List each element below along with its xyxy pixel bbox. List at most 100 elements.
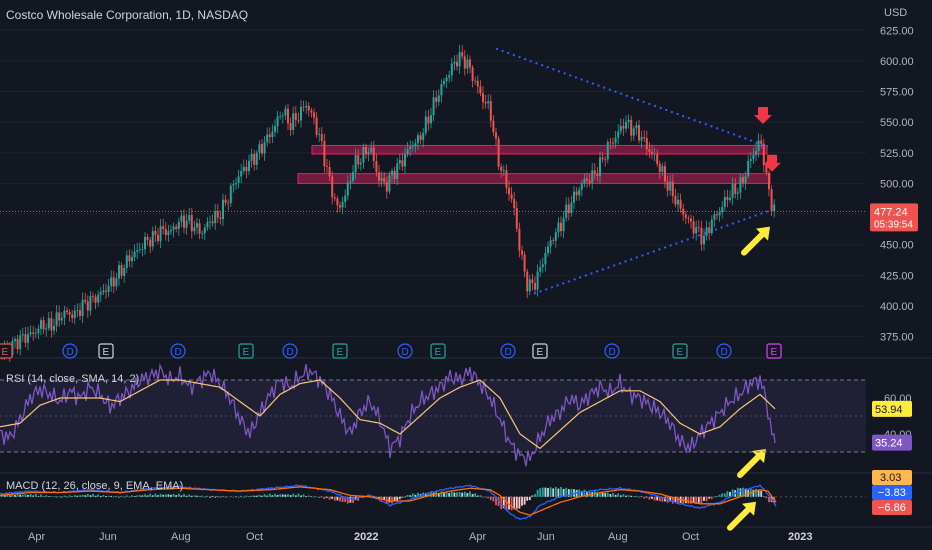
candle-body	[209, 221, 211, 223]
macd-hist-bar	[518, 496, 521, 509]
candle-body	[526, 271, 529, 292]
candle-body	[596, 173, 599, 177]
candle-body	[489, 101, 492, 121]
candle-body	[565, 204, 568, 219]
macd-hist-bar	[128, 496, 131, 498]
candle-body	[45, 328, 48, 330]
macd-hist-bar	[476, 495, 479, 497]
macd-hist-bar	[768, 496, 770, 503]
candle-body	[261, 144, 263, 154]
candle-body	[42, 320, 45, 330]
candle-body	[513, 198, 516, 209]
macd-hist-bar	[157, 495, 159, 497]
candle-body	[612, 143, 614, 144]
macd-hist-bar	[502, 496, 505, 509]
macd-hist-bar	[471, 493, 474, 497]
macd-hist-bar	[258, 494, 261, 497]
candle-body	[440, 84, 443, 96]
macd-hist-bar	[89, 495, 92, 497]
candle-body	[723, 197, 726, 207]
macd-hist-bar	[713, 496, 716, 498]
down-arrow-annotation	[763, 154, 781, 172]
macd-hist-bar	[250, 495, 253, 497]
macd-hist-bar	[723, 493, 726, 497]
macd-hist-bar	[253, 495, 256, 497]
macd-hist-bar	[185, 495, 188, 497]
candle-body	[713, 214, 716, 220]
candle-body	[346, 182, 349, 196]
macd-hist-bar	[656, 496, 659, 501]
candle-body	[528, 279, 531, 292]
candle-body	[320, 134, 323, 141]
candle-body	[500, 166, 503, 171]
macd-hist-bar	[63, 495, 66, 497]
candle-body	[281, 115, 284, 117]
candle-body	[658, 163, 661, 172]
candle-body	[627, 119, 630, 122]
macd-hist-bar	[53, 496, 55, 497]
macd-hist-bar	[437, 493, 440, 497]
macd-hist-bar	[105, 496, 107, 497]
candle-body	[365, 146, 367, 155]
macd-hist-bar	[107, 495, 110, 497]
time-axis-label: Apr	[28, 531, 45, 543]
earnings-marker	[430, 343, 446, 359]
macd-hist-bar	[424, 492, 427, 497]
macd-hist-bar	[227, 496, 230, 498]
candle-body	[523, 254, 526, 272]
candle-body	[131, 257, 133, 262]
candle-body	[68, 312, 71, 315]
candle-body	[619, 125, 622, 132]
candle-body	[359, 162, 362, 165]
candle-body	[703, 235, 705, 245]
macd-hist-bar	[552, 488, 555, 497]
macd-hist-bar	[154, 493, 157, 497]
macd-hist-bar	[73, 495, 76, 497]
earnings-marker-label: E	[677, 347, 684, 358]
macd-hist-bar	[318, 496, 321, 498]
macd-hist-bar	[375, 496, 378, 498]
candle-body	[203, 227, 206, 234]
candle-body	[497, 138, 500, 167]
earnings-marker	[766, 343, 782, 359]
candle-body	[458, 52, 461, 67]
dividend-marker	[604, 343, 620, 359]
macd-hist-bar	[37, 495, 40, 497]
macd-hist-bar	[240, 495, 243, 497]
candle-body	[721, 206, 724, 213]
macd-hist-bar	[326, 496, 328, 498]
macd-hist-bar	[674, 496, 677, 503]
macd-hist-bar	[539, 488, 542, 497]
countdown-label: 05:39:54	[874, 219, 913, 230]
candle-body	[396, 163, 399, 179]
macd-hist-bar	[718, 494, 721, 497]
candle-body	[463, 56, 466, 69]
macd-hist-bar	[531, 495, 534, 497]
candle-body	[640, 137, 643, 141]
macd-hist-bar	[97, 494, 100, 497]
candle-body	[757, 140, 760, 152]
macd-hist-bar	[703, 496, 705, 501]
macd-value: −6.86	[878, 502, 906, 514]
candle-body	[700, 227, 703, 245]
candle-body	[518, 228, 521, 251]
candle-body	[354, 155, 357, 173]
macd-hist-bar	[627, 495, 630, 497]
candle-body	[276, 116, 279, 127]
macd-hist-bar	[170, 494, 172, 497]
macd-hist-bar	[34, 494, 37, 497]
candle-body	[136, 250, 139, 252]
rsi-value: 35.24	[875, 438, 903, 450]
candle-body	[105, 290, 107, 292]
up-arrow-annotation	[727, 506, 751, 531]
candle-body	[164, 228, 167, 235]
candle-body	[614, 137, 617, 144]
macd-hist-bar	[383, 496, 386, 501]
time-axis-label: Oct	[246, 531, 263, 543]
candle-body	[710, 219, 713, 234]
macd-hist-bar	[92, 493, 94, 497]
macd-hist-bar	[596, 492, 599, 497]
macd-hist-bar	[739, 488, 742, 497]
dividend-marker	[716, 343, 732, 359]
